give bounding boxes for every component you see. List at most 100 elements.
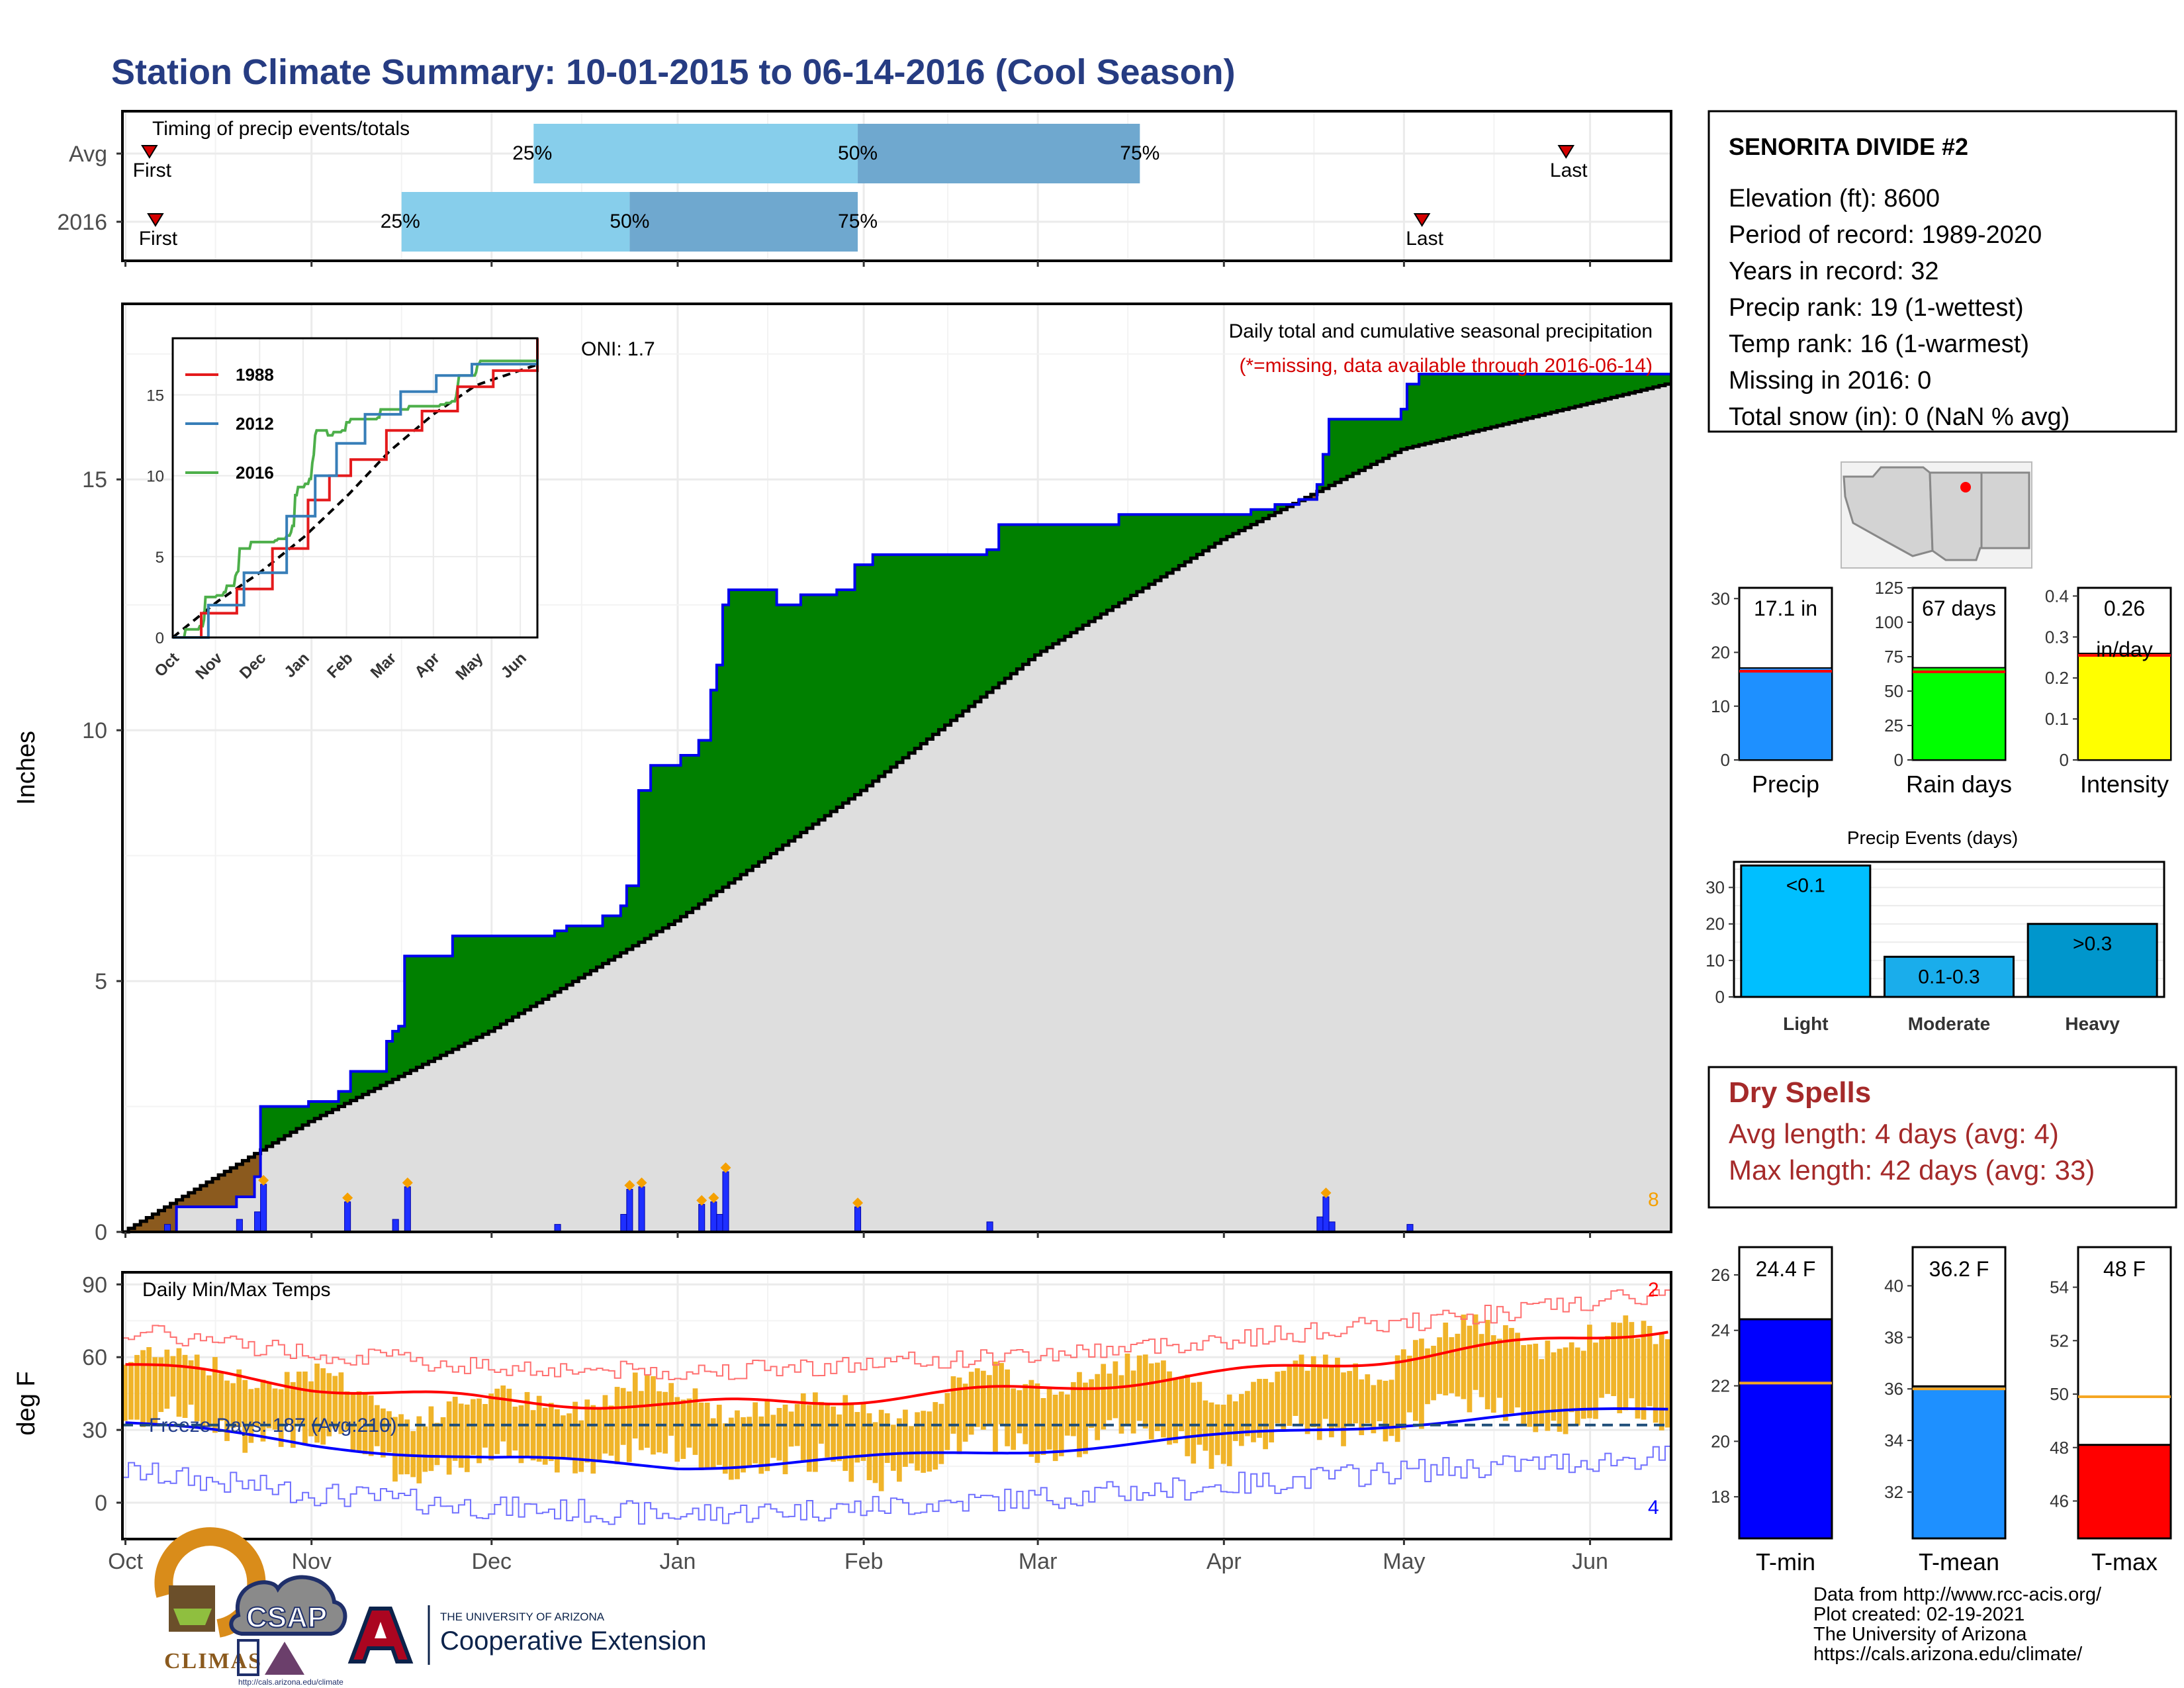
daily-precip-bar [722, 1171, 729, 1233]
precip-events-tick-label: 30 [1706, 878, 1725, 898]
daily-temp-bar [230, 1383, 236, 1429]
daily-temp-bar [170, 1356, 176, 1397]
mini-bar-tick-label: 125 [1875, 578, 1903, 598]
temp-panel: Daily Min/Max Temps Freeze Days: 187 (Av… [13, 261, 1672, 1574]
daily-temp-bar [993, 1361, 998, 1452]
month-label: Mar [1019, 1549, 1058, 1574]
mini-bar-tick-label: 100 [1875, 612, 1903, 632]
daily-temp-bar [1353, 1363, 1359, 1424]
timing-pct-label: 50% [838, 142, 878, 164]
daily-precip-bar [236, 1219, 243, 1233]
temp-summary-tick-label: 38 [1884, 1327, 1903, 1347]
month-label: Oct [108, 1549, 143, 1574]
daily-temp-bar [1400, 1349, 1406, 1430]
mini-bar-intensity: 0.26 in/day 0 0.1 0.2 0.3 0.4 Intensity [2045, 586, 2172, 798]
inset-legend-label: 2016 [236, 463, 274, 483]
daily-temp-bar [404, 1419, 410, 1475]
daily-temp-bar [1359, 1379, 1365, 1436]
daily-temp-bar [1431, 1345, 1436, 1401]
daily-temp-bar [626, 1391, 632, 1462]
timing-pct-label: 75% [1120, 142, 1160, 164]
daily-temp-bar [536, 1395, 542, 1462]
daily-temp-bar [915, 1412, 920, 1471]
daily-temp-bar [788, 1411, 794, 1447]
temp-summary-tick-label: 52 [2050, 1331, 2069, 1350]
daily-temp-bar [614, 1387, 620, 1464]
daily-temp-bar [584, 1399, 590, 1463]
precip-events-bar [2026, 923, 2158, 998]
temp-summary-value-label: 48 F [2103, 1257, 2146, 1281]
timing-first-label: First [133, 160, 172, 181]
precip-ytick-label: 15 [82, 467, 107, 492]
daily-temp-bar [452, 1397, 458, 1461]
climas-logo: CLIMAS [154, 1527, 266, 1673]
daily-precip-marker [720, 1162, 731, 1174]
daily-temp-bar [1011, 1388, 1017, 1450]
daily-temp-bar [1406, 1355, 1412, 1413]
daily-temp-bar [398, 1414, 404, 1475]
daily-temp-bar [320, 1368, 326, 1445]
daily-temp-bar [1515, 1333, 1520, 1408]
daily-temp-bar [921, 1411, 926, 1473]
precip-events-bar [1740, 865, 1872, 998]
daily-temp-bar [848, 1404, 854, 1482]
daily-temp-bar [260, 1380, 266, 1442]
precip-events-category-label: Heavy [2065, 1013, 2120, 1034]
daily-temp-bar [866, 1413, 872, 1481]
daily-temp-bar [933, 1402, 938, 1470]
daily-precip-bar [716, 1213, 723, 1233]
daily-temp-bar [668, 1383, 674, 1436]
daily-temp-bar [134, 1354, 140, 1420]
daily-temp-bar [1017, 1390, 1023, 1434]
daily-temp-bar [1281, 1370, 1287, 1432]
mini-bar-tick-label: 25 [1884, 716, 1903, 735]
daily-temp-bar [674, 1397, 680, 1462]
temp-summary-t-mean: 36.2 F 32 34 36 38 40 T-mean [1884, 1246, 2007, 1575]
daily-temp-bar [392, 1417, 398, 1482]
precip-events-chart: Precip Events (days) <0.1 Light 0.1-0.3 Mod… [1706, 827, 2165, 1034]
daily-temp-bar [1377, 1380, 1383, 1422]
daily-temp-bar [825, 1405, 830, 1458]
daily-temp-bar [464, 1404, 470, 1472]
daily-precip-bar [854, 1206, 862, 1233]
daily-temp-bar [974, 1368, 980, 1427]
timing-last-marker [1557, 145, 1575, 159]
daily-temp-bar [1455, 1333, 1461, 1397]
daily-temp-bar [434, 1423, 440, 1466]
daily-temp-bar [1071, 1382, 1076, 1436]
mini-bar-tick-label: 0.1 [2045, 709, 2069, 729]
station-info-line: Missing in 2016: 0 [1729, 367, 1931, 395]
daily-temp-bar [698, 1402, 704, 1470]
daily-precip-bar [638, 1186, 645, 1233]
daily-temp-bar [1316, 1364, 1322, 1440]
mini-bar-fill [1739, 667, 1833, 761]
timing-title: Timing of precip events/totals [152, 118, 410, 140]
timing-pct-label: 25% [512, 142, 552, 164]
ua-logo: THE UNIVERSITY OF ARIZONA Cooperative Ex… [347, 1605, 706, 1665]
daily-temp-bar [224, 1380, 230, 1441]
daily-temp-bar [800, 1393, 806, 1462]
station-info-box: SENORITA DIVIDE #2 Elevation (ft): 8600 P… [1707, 110, 2177, 433]
daily-temp-bar [1052, 1394, 1058, 1462]
daily-temp-bar [1496, 1338, 1502, 1398]
freeze-days-label: Freeze Days: 187 (Avg:210) [149, 1415, 397, 1436]
daily-precip-marker [258, 1175, 269, 1186]
daily-temp-bar [813, 1392, 818, 1472]
daily-temp-bar [729, 1417, 734, 1480]
daily-temp-bar [428, 1406, 434, 1472]
station-info-line: Precip rank: 19 (1-wettest) [1729, 294, 2024, 322]
precip-events-title: Precip Events (days) [1847, 827, 2018, 848]
inset-line-2012 [173, 359, 539, 639]
mini-bar-tick-label: 30 [1711, 588, 1730, 608]
dry-spells-avg: Avg length: 4 days (avg: 4) [1729, 1118, 2059, 1149]
daily-temp-bar [1113, 1361, 1118, 1419]
daily-temp-bar [956, 1377, 962, 1454]
timing-first-label: First [139, 228, 178, 250]
record-min-line [122, 1445, 1671, 1525]
daily-temp-bar [1467, 1325, 1473, 1413]
mini-bar-axis-label: Intensity [2080, 771, 2169, 798]
daily-temp-bar [1191, 1382, 1197, 1464]
daily-precip-bar [254, 1211, 261, 1233]
mini-bar-tick-label: 0 [1721, 750, 1730, 770]
daily-temp-bar [950, 1376, 956, 1434]
